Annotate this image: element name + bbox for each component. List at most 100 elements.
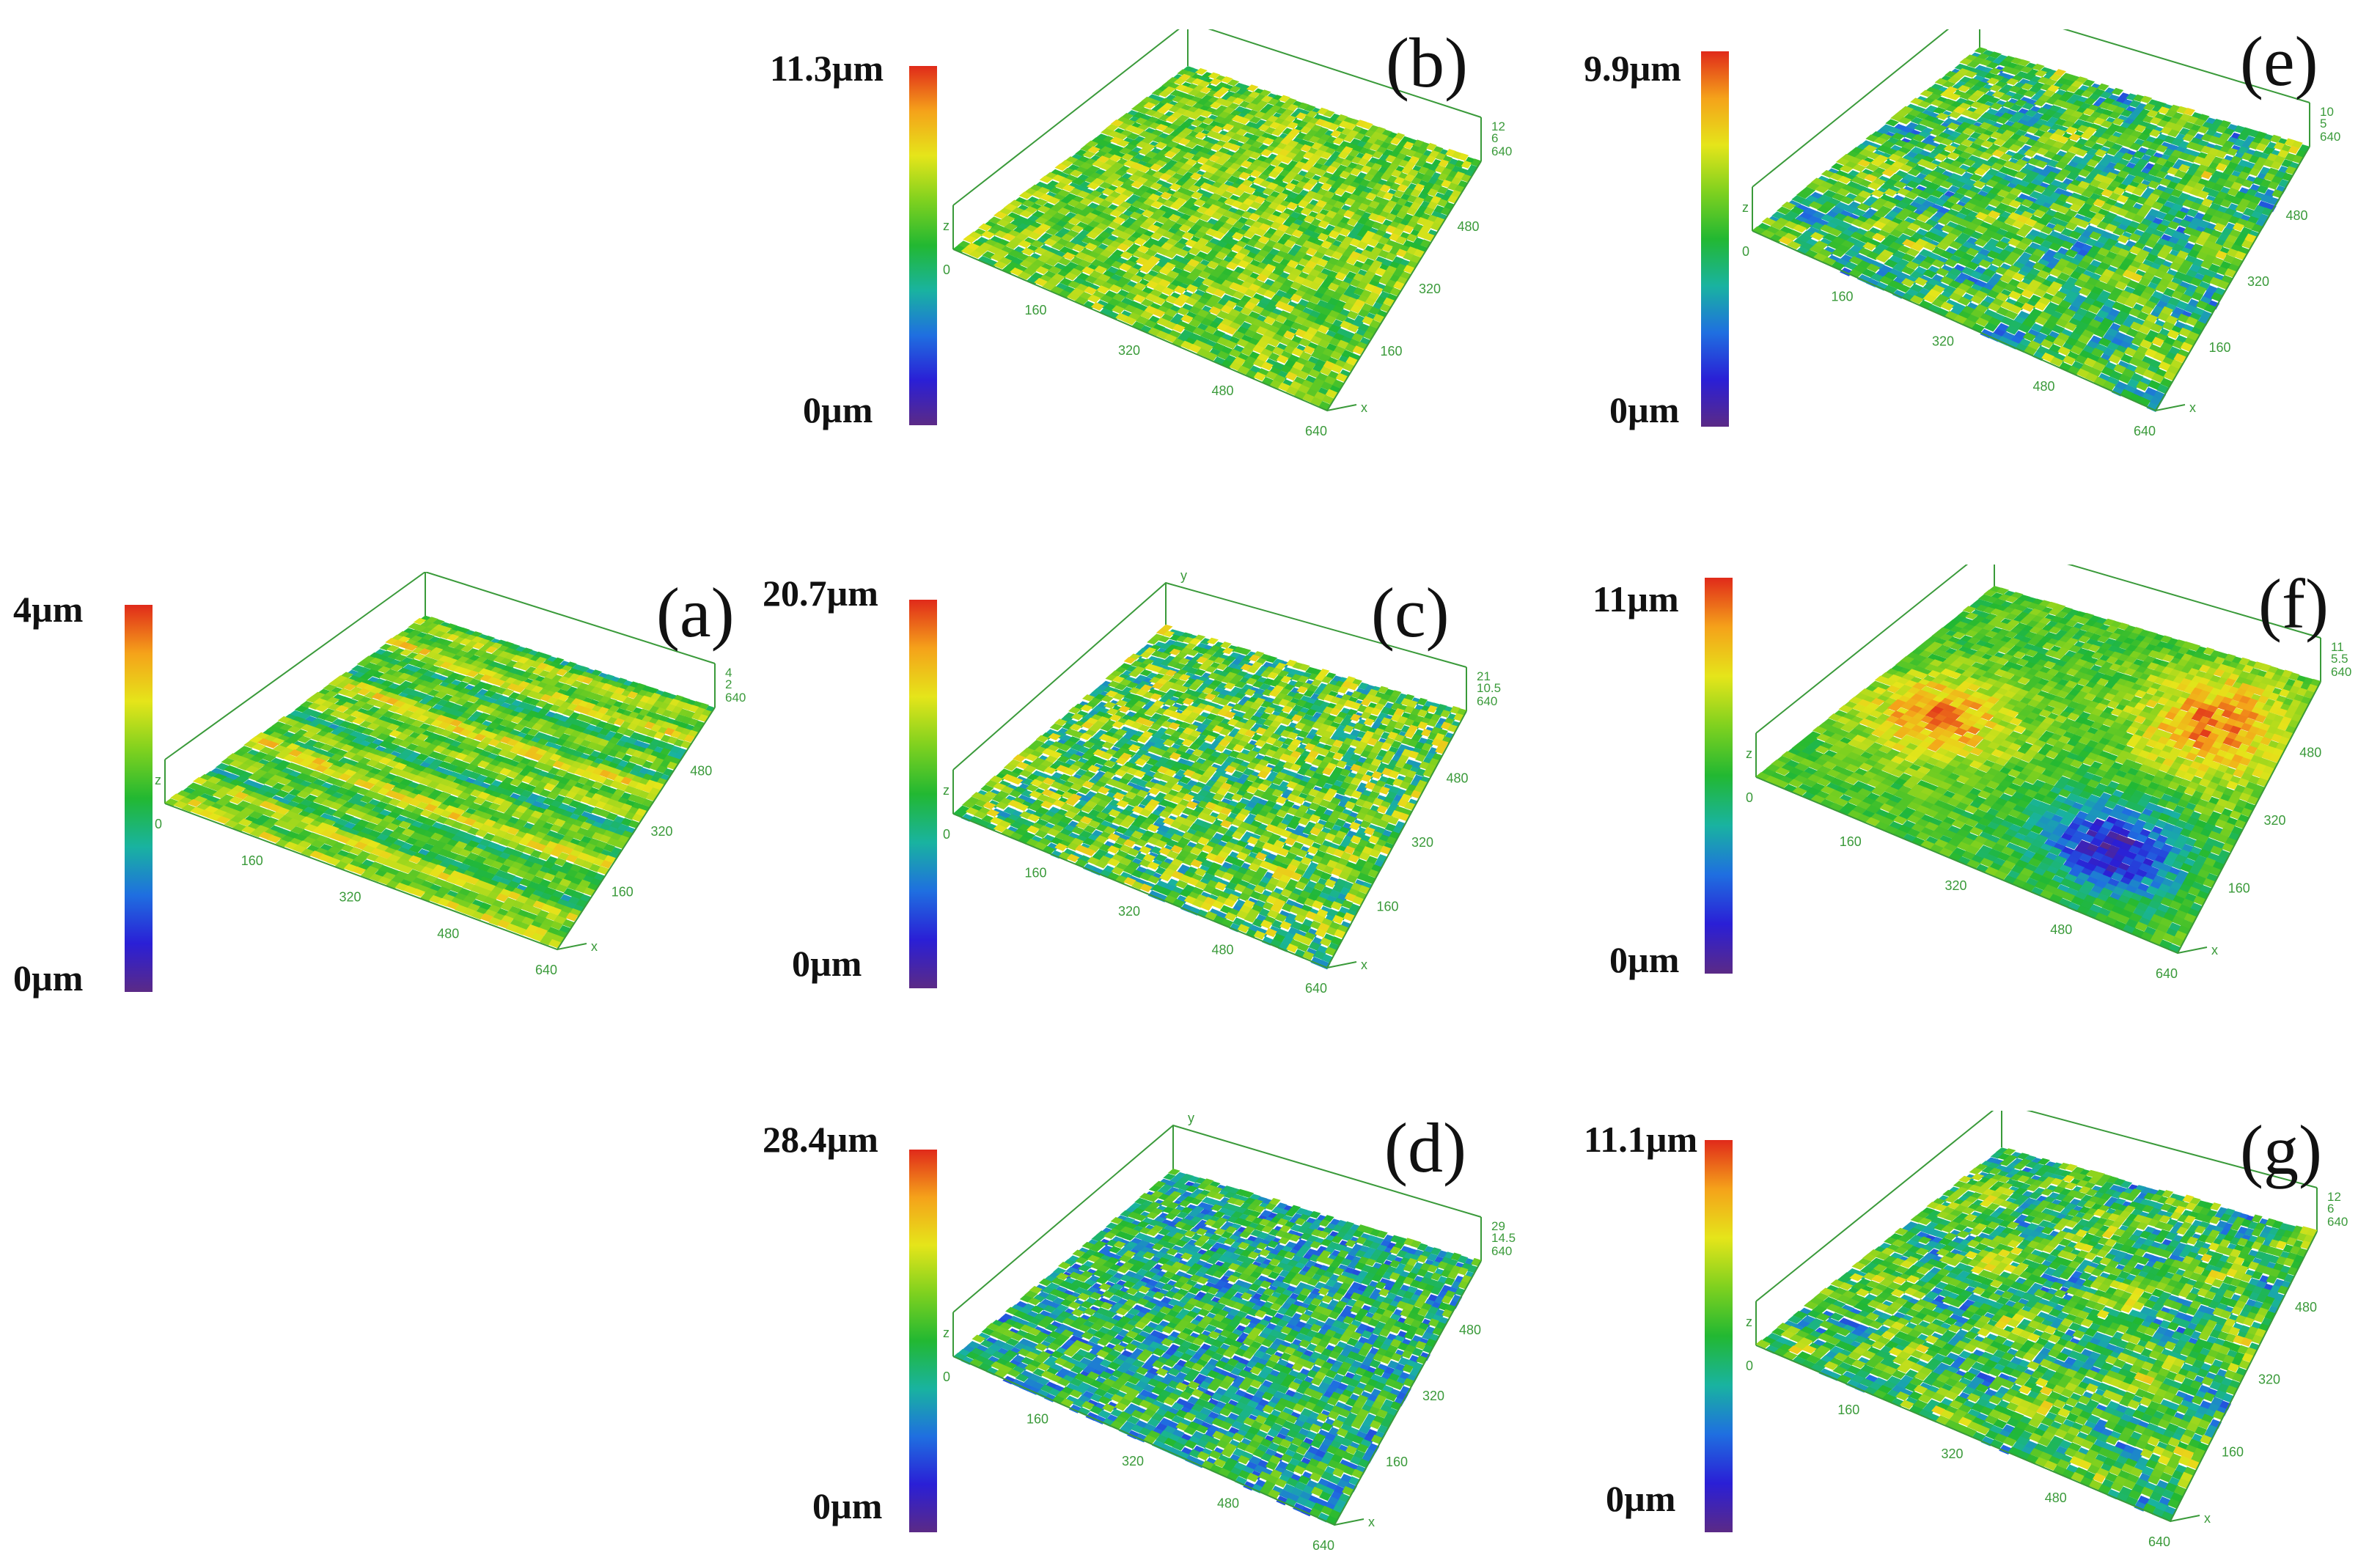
colorbar-min-label: 0µm bbox=[13, 957, 84, 999]
x-tick-label: 320 bbox=[339, 890, 361, 905]
surface-cell bbox=[249, 811, 263, 819]
surface-cell bbox=[378, 850, 393, 859]
surface-cell bbox=[1003, 203, 1018, 211]
surface-cell bbox=[1285, 182, 1297, 191]
surface-cell bbox=[1158, 90, 1171, 98]
surface-cell bbox=[346, 723, 361, 731]
surface-cell bbox=[1325, 165, 1337, 174]
surface-cell bbox=[549, 753, 562, 762]
y-tick-label: 480 bbox=[690, 764, 712, 779]
surface-cell bbox=[1204, 325, 1218, 334]
surface-cell bbox=[1382, 205, 1394, 213]
surface-cell bbox=[1252, 177, 1265, 185]
surface-cell bbox=[1069, 169, 1083, 177]
surface-cell bbox=[1216, 350, 1230, 360]
surface-cell bbox=[1162, 631, 1175, 638]
surface-cell bbox=[1085, 140, 1099, 148]
surface-cell bbox=[1404, 174, 1416, 182]
surface-cell bbox=[1138, 724, 1150, 732]
surface-cell bbox=[545, 672, 557, 680]
surface-cell bbox=[1162, 127, 1175, 134]
surface-cell bbox=[297, 735, 312, 743]
surface-cell bbox=[574, 872, 587, 881]
surface-cell bbox=[1227, 175, 1240, 183]
surface-cell bbox=[1213, 188, 1227, 196]
surface-cell bbox=[1141, 774, 1154, 783]
surface-cell bbox=[397, 820, 412, 829]
surface-cell bbox=[1222, 123, 1235, 131]
surface-cell bbox=[1280, 155, 1293, 164]
surface-cell bbox=[1209, 193, 1222, 201]
surface-cell bbox=[1335, 313, 1348, 323]
surface-cell bbox=[1015, 803, 1029, 812]
surface-cell bbox=[1346, 218, 1359, 227]
surface-cell bbox=[1161, 242, 1174, 251]
colorbar-min-label: 0µm bbox=[803, 389, 873, 430]
surface-cell bbox=[1018, 240, 1032, 249]
surface-cell bbox=[1325, 210, 1337, 218]
surface-mesh bbox=[164, 615, 716, 949]
surface-cell bbox=[1200, 110, 1213, 118]
surface-cell bbox=[644, 721, 655, 729]
surface-cell bbox=[1032, 227, 1046, 235]
surface-cell bbox=[570, 680, 583, 688]
surface-cell bbox=[1048, 792, 1062, 801]
surface-cell bbox=[1441, 179, 1452, 188]
surface-cell bbox=[459, 823, 472, 832]
surface-cell bbox=[312, 757, 326, 765]
surface-cell bbox=[328, 801, 343, 810]
surface-cell bbox=[688, 718, 699, 727]
surface-cell bbox=[1253, 240, 1266, 250]
surface-cell bbox=[1080, 704, 1093, 712]
surface-cell bbox=[483, 690, 496, 698]
surface-cell bbox=[1088, 724, 1101, 732]
surface-cell bbox=[1194, 67, 1208, 75]
surface-cell bbox=[649, 762, 661, 771]
surface-cell bbox=[1133, 282, 1147, 291]
surface-cell bbox=[1059, 816, 1073, 825]
surface-cell bbox=[515, 805, 528, 814]
surface-cell bbox=[1229, 361, 1242, 371]
surface-cell bbox=[1224, 326, 1238, 335]
surface-cell bbox=[1249, 201, 1262, 210]
surface-cell bbox=[1306, 110, 1318, 118]
surface-cell bbox=[1330, 130, 1342, 138]
surface-cell bbox=[1216, 663, 1228, 671]
surface-cell bbox=[337, 712, 351, 720]
surface-cell bbox=[483, 818, 496, 828]
surface-cell bbox=[1393, 281, 1405, 290]
surface-cell bbox=[1259, 89, 1271, 97]
surface-cell bbox=[1189, 638, 1202, 645]
surface-cell bbox=[581, 677, 594, 685]
surface-cell bbox=[1237, 260, 1250, 268]
surface-cell bbox=[1092, 804, 1106, 812]
surface-cell bbox=[382, 782, 396, 791]
surface-cell bbox=[969, 250, 983, 259]
surface-cell bbox=[1320, 151, 1332, 160]
surface-cell bbox=[1111, 120, 1124, 127]
surface-cell bbox=[1158, 266, 1172, 275]
surface-cell bbox=[1021, 199, 1035, 207]
surface-cell bbox=[1244, 301, 1257, 310]
surface-cell bbox=[1361, 303, 1373, 312]
surface-cell bbox=[593, 743, 606, 752]
surface-cell bbox=[458, 792, 471, 800]
surface-cell bbox=[526, 728, 540, 737]
surface-cell bbox=[490, 709, 502, 717]
surface-cell bbox=[653, 782, 664, 790]
surface-cell bbox=[1178, 73, 1191, 81]
surface-cell bbox=[1401, 166, 1413, 174]
surface-cell bbox=[1099, 146, 1113, 154]
surface-cell bbox=[670, 730, 682, 738]
surface-cell bbox=[285, 718, 300, 727]
surface-cell bbox=[599, 769, 611, 778]
surface-cell bbox=[1266, 182, 1279, 191]
surface-cell bbox=[1136, 735, 1150, 743]
surface-cell bbox=[589, 718, 601, 727]
surface-cell bbox=[364, 716, 378, 724]
surface-cell bbox=[1070, 224, 1084, 233]
surface-cell bbox=[645, 754, 658, 762]
surface-cell bbox=[564, 677, 576, 685]
surface-cell bbox=[595, 840, 608, 850]
surface-cell bbox=[1243, 95, 1256, 103]
